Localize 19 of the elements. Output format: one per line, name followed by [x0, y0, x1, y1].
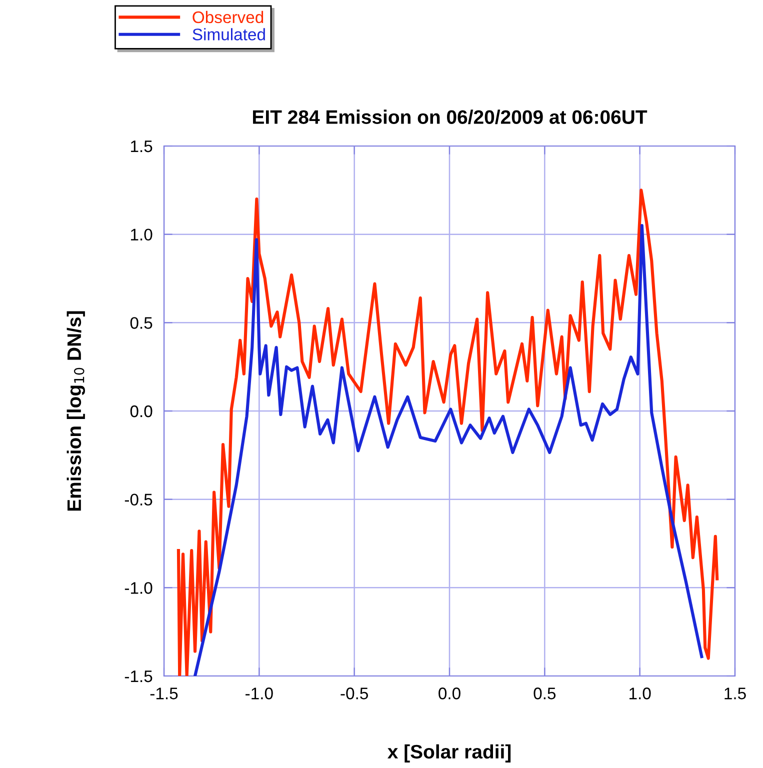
x-axis-title: x [Solar radii]	[388, 744, 511, 762]
chart-title: EIT 284 Emission on 06/20/2009 at 06:06UT	[253, 110, 648, 124]
x-tick-label: 1.0	[630, 688, 651, 700]
y-tick-label: 1.5	[130, 140, 152, 152]
y-tick-label: -1.5	[124, 670, 152, 682]
y-axis-title: Emission [log$_{10}$ DN/s]	[66, 311, 86, 511]
x-tick-label: 1.5	[724, 688, 746, 700]
legend-label: Observed	[192, 10, 264, 24]
x-tick-label: -0.5	[340, 688, 368, 700]
y-tick-label: 0.5	[130, 317, 152, 329]
y-tick-label: -0.5	[124, 494, 152, 506]
x-tick-label: 0.5	[534, 688, 556, 700]
y-tick-label: 0.0	[130, 405, 152, 418]
y-tick-label: 1.0	[130, 228, 152, 241]
x-tick-label: 0.0	[438, 688, 460, 700]
y-tick-label: -1.0	[124, 582, 152, 594]
x-tick-label: -1.5	[150, 688, 178, 700]
x-tick-label: -1.0	[246, 688, 273, 700]
legend-label: Simulated	[192, 28, 265, 40]
